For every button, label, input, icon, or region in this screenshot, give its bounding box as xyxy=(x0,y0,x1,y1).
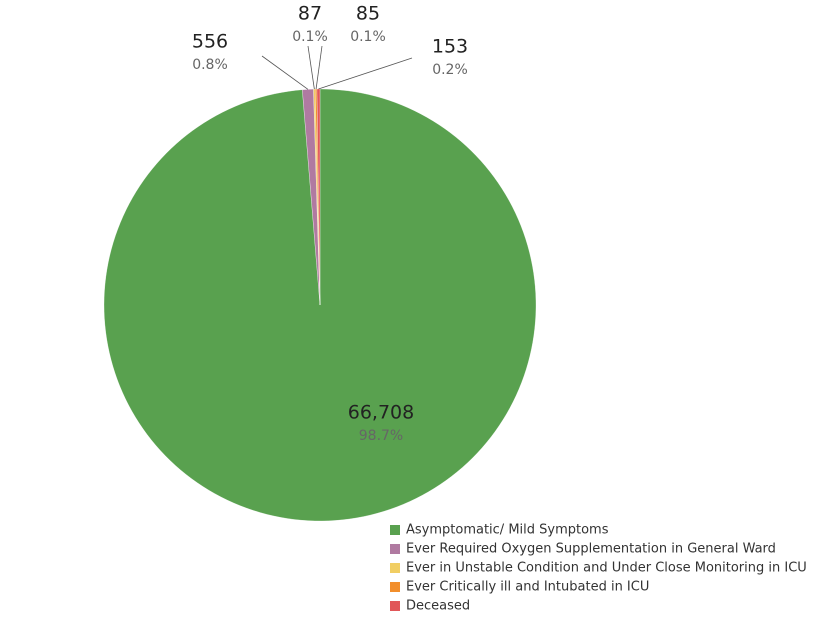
legend-label: Deceased xyxy=(406,599,470,614)
value-label: 153 xyxy=(432,36,468,58)
percent-label: 0.8% xyxy=(192,57,228,73)
legend-label: Asymptomatic/ Mild Symptoms xyxy=(406,523,609,538)
legend-swatch xyxy=(390,544,400,554)
leader-line xyxy=(315,45,323,90)
value-label: 556 xyxy=(192,31,228,53)
value-label: 66,708 xyxy=(348,402,414,424)
legend-swatch xyxy=(390,601,400,611)
legend-label: Ever Critically ill and Intubated in ICU xyxy=(406,580,649,595)
percent-label: 0.2% xyxy=(432,62,468,78)
legend-label: Ever in Unstable Condition and Under Clo… xyxy=(406,561,807,576)
legend-swatch xyxy=(390,563,400,573)
leader-line xyxy=(307,45,315,90)
value-label: 87 xyxy=(298,3,322,25)
value-label: 85 xyxy=(356,3,380,25)
percent-label: 98.7% xyxy=(359,428,403,444)
legend-swatch xyxy=(390,582,400,592)
legend-swatch xyxy=(390,525,400,535)
legend-label: Ever Required Oxygen Supplementation in … xyxy=(406,542,776,557)
percent-label: 0.1% xyxy=(292,29,328,45)
leader-line xyxy=(261,55,309,90)
percent-label: 0.1% xyxy=(350,29,386,45)
leader-line xyxy=(318,57,413,90)
